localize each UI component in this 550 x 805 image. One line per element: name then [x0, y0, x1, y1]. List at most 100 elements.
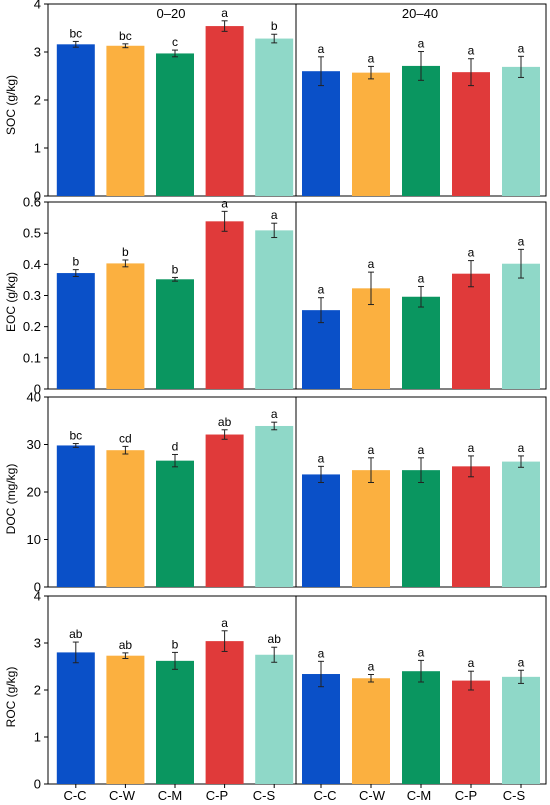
y-tick-label: 0.3: [23, 288, 41, 303]
bar-c-m: [402, 671, 440, 784]
y-tick-label: 0: [34, 777, 41, 792]
bar-c-s: [502, 263, 540, 389]
significance-letter: a: [368, 659, 375, 673]
y-tick-label: 0.2: [23, 319, 41, 334]
significance-letter: a: [518, 41, 525, 55]
x-category-c-s-left: C-S: [253, 788, 276, 803]
significance-letter: a: [468, 44, 475, 58]
bar-c-w: [352, 72, 390, 196]
bar-c-w: [106, 45, 145, 197]
x-category-c-w-left: C-W: [109, 788, 136, 803]
bar-c-p: [452, 680, 490, 784]
significance-letter: c: [172, 35, 178, 49]
bar-c-c: [302, 71, 340, 196]
y-tick-label: 0.1: [23, 350, 41, 365]
significance-letter: a: [468, 441, 475, 455]
y-tick-label: 0: [34, 382, 41, 397]
ylabel-doc: DOC (mg/kg): [4, 464, 18, 535]
significance-letter: b: [271, 19, 278, 33]
significance-letter: b: [172, 262, 179, 276]
bar-c-s: [502, 66, 540, 196]
ylabel-eoc: EOC (g/kg): [4, 272, 18, 332]
bar-c-m: [156, 53, 194, 196]
y-tick-label: 1: [34, 730, 41, 745]
bar-c-w: [106, 655, 145, 784]
bar-c-p: [205, 641, 244, 784]
significance-letter: a: [368, 257, 375, 271]
significance-letter: a: [518, 655, 525, 669]
y-tick-label: 0: [34, 580, 41, 595]
significance-letter: a: [468, 246, 475, 260]
y-tick-label: 10: [27, 532, 41, 547]
panel-title-20-40: 20–40: [402, 6, 438, 21]
bar-c-s: [255, 38, 294, 197]
bar-c-c: [56, 44, 95, 196]
significance-letter: a: [518, 234, 525, 248]
y-tick-label: 4: [34, 0, 41, 12]
y-tick-label: 2: [34, 683, 41, 698]
significance-letter: a: [468, 656, 475, 670]
significance-letter: ab: [119, 638, 133, 652]
x-category-c-c-right: C-C: [313, 788, 336, 803]
significance-letter: b: [72, 255, 79, 269]
bar-c-m: [156, 279, 194, 389]
y-tick-label: 20: [27, 485, 41, 500]
y-tick-label: 1: [34, 141, 41, 156]
significance-letter: a: [368, 443, 375, 457]
x-category-c-p-right: C-P: [455, 788, 477, 803]
ylabel-roc: ROC (g/kg): [4, 667, 18, 728]
significance-letter: cd: [119, 431, 132, 445]
bar-c-m: [402, 470, 440, 587]
bar-c-c: [56, 445, 95, 587]
x-category-c-p-left: C-P: [206, 788, 228, 803]
significance-letter: a: [368, 51, 375, 65]
bar-c-p: [205, 26, 244, 196]
y-tick-label: 0: [34, 189, 41, 204]
y-tick-label: 4: [34, 589, 41, 604]
panel-title-0-20: 0–20: [157, 6, 186, 21]
bar-c-s: [255, 425, 294, 587]
bar-c-c: [302, 474, 340, 587]
significance-letter: a: [518, 441, 525, 455]
y-tick-label: 0.5: [23, 226, 41, 241]
bar-c-c: [302, 310, 340, 389]
bar-c-m: [156, 660, 194, 784]
significance-letter: a: [318, 42, 325, 56]
significance-letter: b: [172, 637, 179, 651]
bar-c-s: [255, 230, 294, 389]
significance-letter: a: [418, 271, 425, 285]
bar-c-p: [205, 434, 244, 587]
bar-c-w: [106, 263, 145, 389]
y-tick-label: 0.4: [23, 257, 41, 272]
significance-letter: bc: [69, 429, 82, 443]
y-tick-label: 30: [27, 437, 41, 452]
bar-c-p: [205, 221, 244, 389]
significance-letter: d: [172, 439, 179, 453]
significance-letter: a: [271, 407, 278, 421]
significance-letter: ab: [218, 415, 232, 429]
bar-c-s: [255, 654, 294, 784]
bar-c-c: [56, 273, 95, 389]
significance-letter: a: [318, 451, 325, 465]
significance-letter: a: [271, 208, 278, 222]
x-category-c-m-right: C-M: [407, 788, 432, 803]
y-tick-label: 3: [34, 45, 41, 60]
significance-letter: a: [221, 6, 228, 20]
significance-letter: a: [418, 37, 425, 51]
ylabel-soc: SOC (g/kg): [4, 75, 18, 135]
bar-c-p: [452, 72, 490, 196]
x-category-c-s-right: C-S: [503, 788, 526, 803]
significance-letter: bc: [119, 29, 132, 43]
bar-c-m: [156, 460, 194, 587]
bar-c-m: [402, 65, 440, 196]
significance-letter: ab: [69, 627, 83, 641]
bar-c-c: [302, 674, 340, 784]
bar-c-s: [502, 676, 540, 784]
y-tick-label: 0.6: [23, 195, 41, 210]
y-tick-label: 3: [34, 636, 41, 651]
significance-letter: a: [418, 645, 425, 659]
bar-c-c: [56, 652, 95, 784]
bar-c-m: [402, 296, 440, 389]
bar-c-w: [352, 470, 390, 587]
